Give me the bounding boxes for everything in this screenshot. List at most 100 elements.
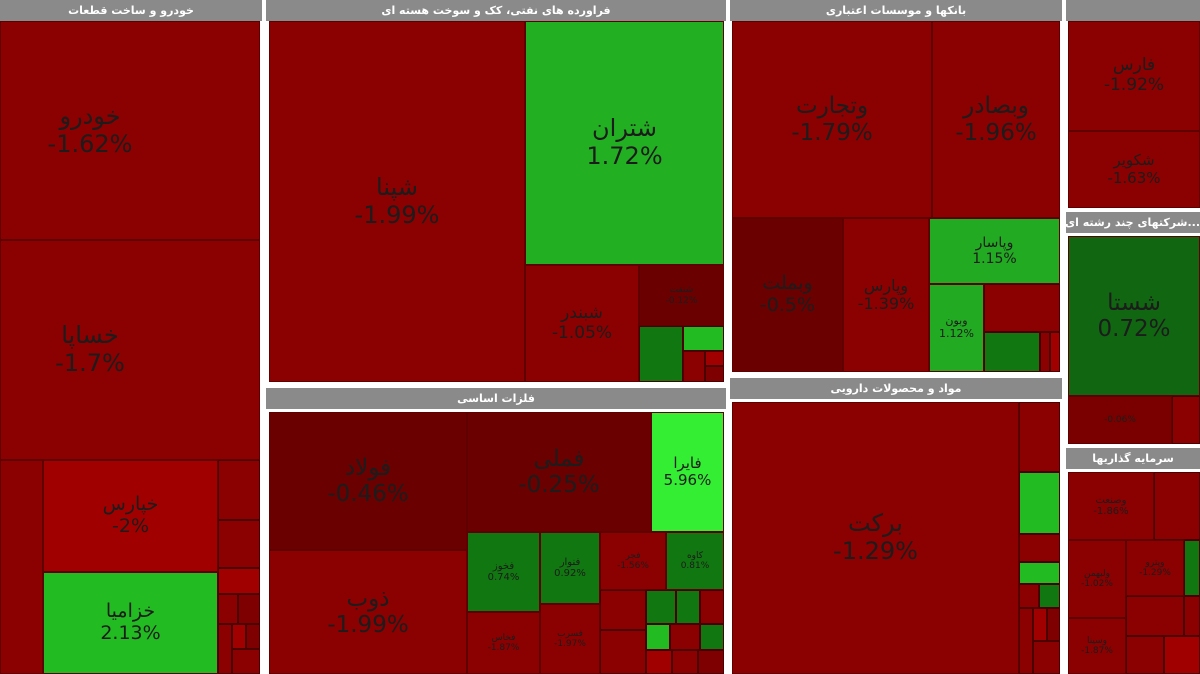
stock-change: -0.25% [518,472,600,498]
stock-tile-small[interactable] [683,326,724,351]
stock-tile-small[interactable] [1019,584,1039,608]
stock-tile-khparis[interactable]: خپارس -2% [43,460,218,572]
stock-tile-small[interactable] [984,284,1060,332]
stock-tile-invest[interactable]: وصنعت -1.86% [1068,472,1154,540]
stock-change: 0.92% [554,568,586,579]
stock-tile-small[interactable] [646,650,672,674]
stock-change: -1.79% [791,119,873,146]
stock-symbol: ذوب [346,585,390,612]
stock-tile-small[interactable] [232,649,260,674]
stock-tile-small[interactable] [1019,562,1060,584]
stock-symbol: کاوه [686,550,704,561]
stock-tile-vmellat[interactable]: وبملت -0.5% [732,218,843,372]
stock-tile-shenaft[interactable]: شنفت -0.12% [639,265,724,326]
stock-tile-invest[interactable]: وپترو -1.29% [1126,540,1184,596]
stock-symbol: وصنعت [1095,494,1127,506]
stock-tile-faira[interactable]: فایرا 5.96% [651,412,724,532]
stock-tile-small[interactable] [0,460,43,674]
stock-tile-small[interactable] [600,590,646,630]
stock-tile-small[interactable] [1126,596,1184,636]
stock-tile-small[interactable] [1033,608,1047,641]
stock-tile-small[interactable] [1019,402,1060,472]
stock-tile-small[interactable] [238,594,260,624]
stock-tile-vbon[interactable]: وبون 1.12% [929,284,984,372]
stock-tile-vpasar[interactable]: وپاسار 1.15% [929,218,1060,284]
stock-change: -1.99% [354,200,440,229]
stock-tile-small[interactable] [1154,472,1200,540]
stock-tile-small[interactable] [646,590,676,624]
stock-tile-metal[interactable]: فسرب -1.97% [540,604,600,674]
stock-tile-shekoviar[interactable]: شکویر -1.63% [1068,131,1200,208]
stock-tile-metal[interactable]: فنوار 0.92% [540,532,600,604]
stock-tile-small[interactable] [1184,596,1200,636]
stock-tile-small[interactable] [683,351,705,382]
stock-tile-khodro[interactable]: خودرو -1.62% [0,21,260,240]
stock-tile-vbsader[interactable]: وبصادر -1.96% [932,21,1060,218]
stock-tile-small[interactable] [672,650,698,674]
stock-tile-small[interactable] [639,326,683,382]
stock-tile-shebandar[interactable]: شبندر -1.05% [525,265,639,382]
stock-tile-small[interactable] [600,630,646,674]
sector-top-right: فارس -1.92% شکویر -1.63% [1066,0,1200,208]
stock-tile-metal[interactable]: فجر -1.56% [600,532,666,590]
stock-tile-small[interactable] [1039,584,1060,608]
stock-tile-small[interactable] [1019,472,1060,534]
stock-symbol: فخوز [492,560,515,572]
stock-tile-small[interactable] [218,568,260,594]
stock-change: 0.74% [487,572,520,583]
stock-tile-small[interactable] [1040,332,1050,372]
stock-tile-invest[interactable]: وسینا -1.87% [1068,618,1126,674]
stock-tile-vtejarat[interactable]: وتجارت -1.79% [732,21,932,218]
stock-tile-shepna[interactable]: شپنا -1.99% [269,21,525,382]
stock-change: 2.13% [100,622,161,644]
stock-tile-small[interactable] [705,366,724,382]
stock-tile-multi[interactable]: -0.06% [1068,396,1172,444]
stock-symbol: خزامیا [105,600,156,623]
stock-tile-small[interactable] [218,624,232,674]
stock-tile-barkat[interactable]: برکت -1.29% [732,402,1019,674]
stock-change: -1.29% [1139,568,1171,578]
stock-tile-small[interactable] [218,594,238,624]
stock-tile-small[interactable] [246,624,260,649]
stock-tile-small[interactable] [700,624,724,650]
stock-symbol: خپارس [102,493,159,516]
stock-symbol: فخاس [491,632,516,643]
stock-tile-small[interactable] [705,351,724,366]
stock-tile-small[interactable] [1050,332,1060,372]
stock-tile-small[interactable] [698,650,724,674]
stock-tile-small[interactable] [700,590,724,624]
stock-tile-foolad[interactable]: فولاد -0.46% [269,412,467,550]
stock-tile-metal[interactable]: فخوز 0.74% [467,532,540,612]
stock-tile-khzamia[interactable]: خزامیا 2.13% [43,572,218,674]
stock-tile-shetran[interactable]: شتران 1.72% [525,21,724,265]
stock-tile-invest[interactable]: ولبهمن -1.02% [1068,540,1126,618]
stock-tile-khsapa[interactable]: خساپا -1.7% [0,240,260,460]
stock-tile-shasta[interactable]: شستا 0.72% [1068,236,1200,396]
stock-tile-metal[interactable]: فخاس -1.87% [467,612,540,674]
stock-tile-small[interactable] [1184,540,1200,596]
stock-tile-small[interactable] [1019,608,1033,674]
stock-change: -0.06% [1104,414,1136,425]
stock-symbol: وپترو [1145,557,1165,568]
stock-tile-small[interactable] [1019,534,1060,562]
stock-tile-small[interactable] [646,624,670,650]
stock-tile-small[interactable] [984,332,1040,372]
stock-tile-small[interactable] [218,460,260,520]
stock-tile-small[interactable] [670,624,700,650]
stock-tile-small[interactable] [1047,608,1060,641]
stock-tile-metal[interactable]: کاوه 0.81% [666,532,724,590]
stock-tile-small[interactable] [218,520,260,568]
stock-tile-small[interactable] [1033,641,1060,674]
stock-tile-femli[interactable]: فملی -0.25% [467,412,651,532]
sector-multi-industry: ...شرکتهای چند رشته ای شستا 0.72% -0.06% [1066,212,1200,444]
stock-change: -1.96% [955,119,1037,146]
stock-tile-small[interactable] [232,624,246,649]
stock-tile-zob[interactable]: ذوب -1.99% [269,550,467,674]
stock-tile-small[interactable] [1126,636,1164,674]
stock-tile-small[interactable] [676,590,700,624]
stock-tile-small[interactable] [1164,636,1200,674]
stock-tile-small[interactable] [1172,396,1200,444]
stock-tile-vpars[interactable]: وپارس -1.39% [843,218,929,372]
stock-symbol: خساپا [61,321,119,350]
stock-tile-fars[interactable]: فارس -1.92% [1068,21,1200,131]
